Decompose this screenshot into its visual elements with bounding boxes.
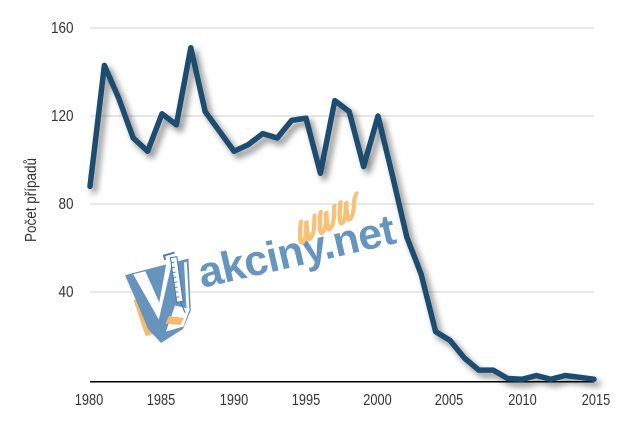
- svg-text:1985: 1985: [147, 392, 176, 409]
- svg-text:2000: 2000: [363, 392, 392, 409]
- svg-text:akciny.net: akciny.net: [193, 206, 400, 298]
- svg-text:40: 40: [59, 284, 74, 301]
- svg-text:120: 120: [51, 108, 74, 125]
- svg-text:160: 160: [51, 20, 74, 37]
- svg-text:1980: 1980: [75, 392, 104, 409]
- svg-text:2015: 2015: [582, 392, 611, 409]
- svg-text:1995: 1995: [292, 392, 321, 409]
- svg-text:1990: 1990: [220, 392, 249, 409]
- svg-text:80: 80: [59, 196, 74, 213]
- svg-text:Počet případů: Počet případů: [22, 158, 40, 242]
- svg-text:2010: 2010: [508, 392, 537, 409]
- svg-text:2005: 2005: [435, 392, 464, 409]
